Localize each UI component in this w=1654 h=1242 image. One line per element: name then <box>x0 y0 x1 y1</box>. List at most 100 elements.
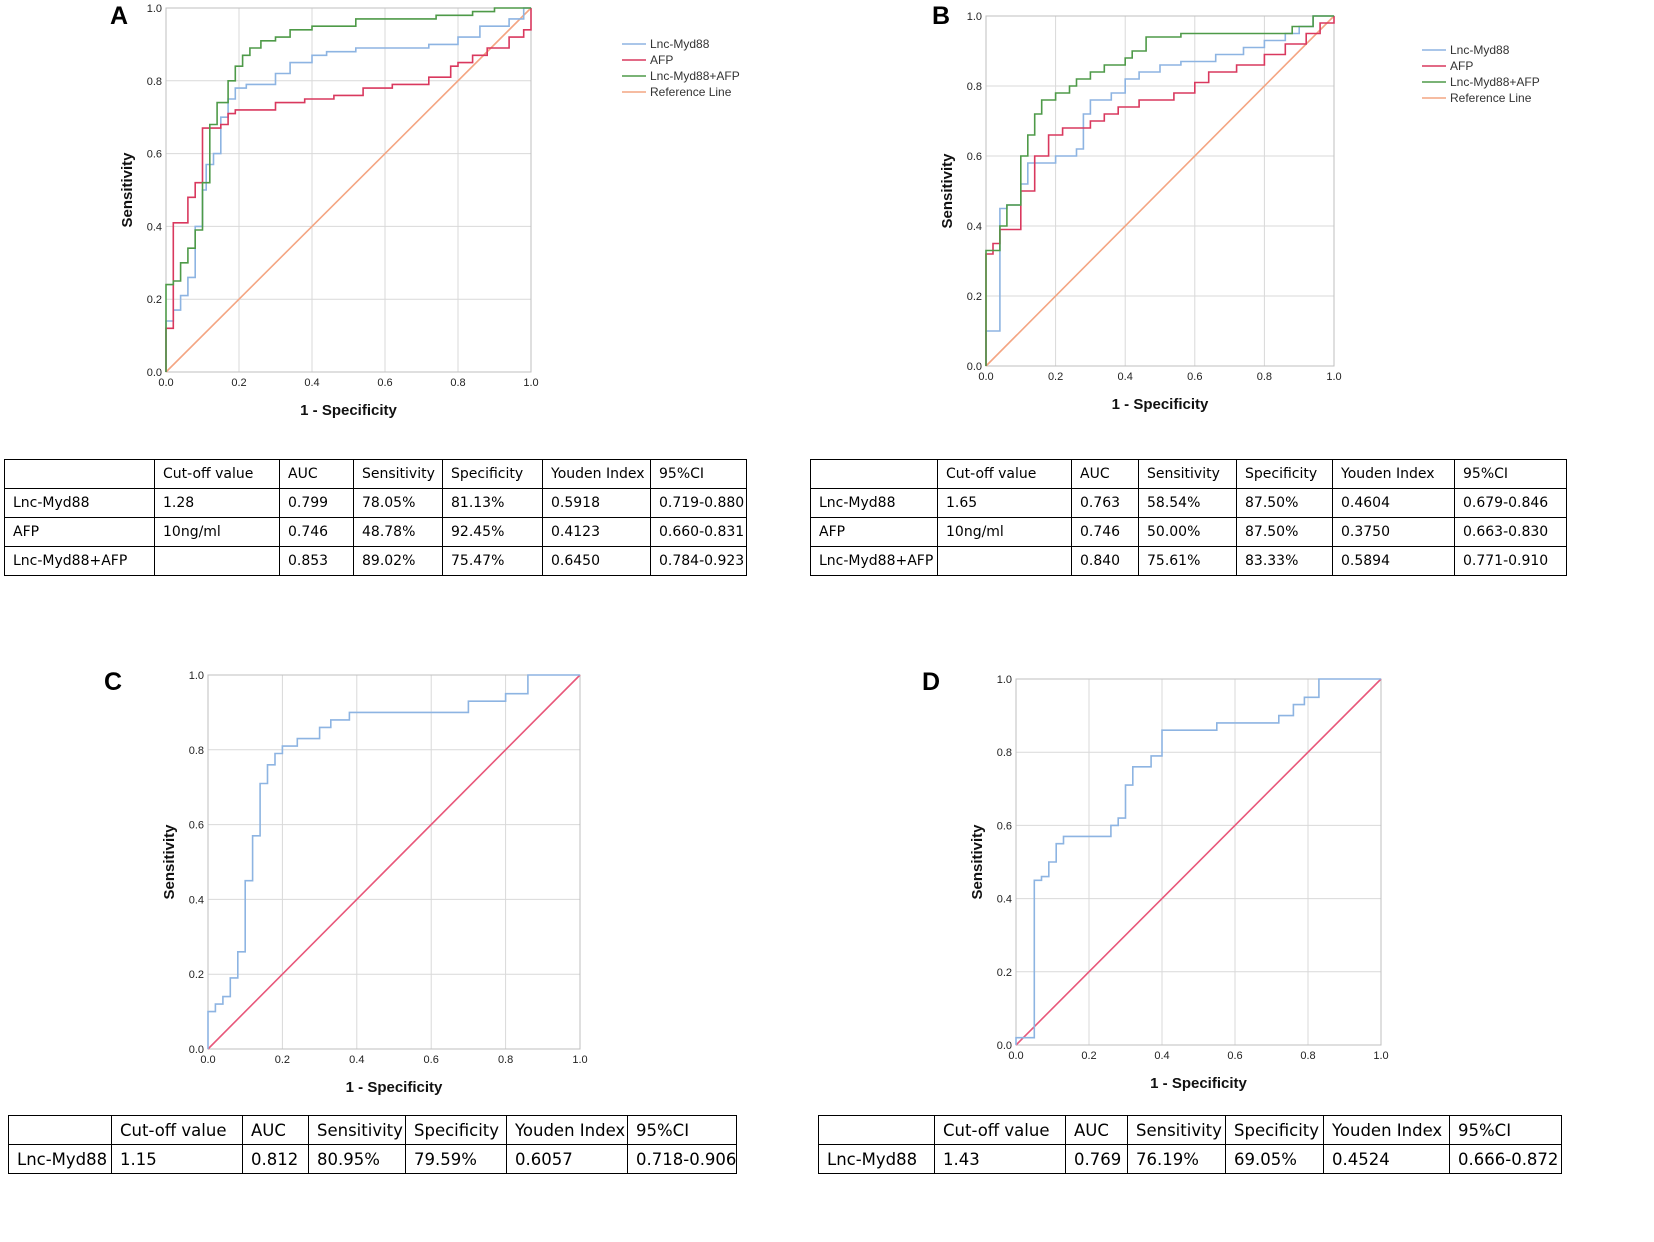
x-tick-label: 0.8 <box>450 377 465 389</box>
series-line-reference-line <box>207 674 581 1050</box>
x-axis-title: 1 - Specificity <box>300 402 397 419</box>
table-cell: Sensitivity <box>308 1115 406 1145</box>
series-line-afp <box>165 8 532 372</box>
table-cell: 0.812 <box>242 1144 309 1174</box>
y-tick-label: 0.4 <box>997 894 1012 906</box>
table-cell: 0.763 <box>1071 488 1139 518</box>
y-tick-label: 0.0 <box>997 1040 1012 1052</box>
panel-label-a: A <box>110 2 129 30</box>
table-cell: Specificity <box>442 459 543 489</box>
x-tick-label: 0.4 <box>304 377 319 389</box>
table-cell: Specificity <box>1236 459 1333 489</box>
x-tick-label: 0.6 <box>377 377 392 389</box>
x-tick-label: 1.0 <box>572 1054 587 1066</box>
legend-label: AFP <box>650 53 673 67</box>
table-cell: 0.719-0.880 <box>650 488 747 518</box>
table-cell: 78.05% <box>353 488 443 518</box>
stats-table-d: Cut-off value AUC Sensitivity Specificit… <box>818 1115 1562 1174</box>
table-cell: 95%CI <box>1454 459 1567 489</box>
y-tick-label: 0.8 <box>147 76 162 88</box>
x-axis-title: 1 - Specificity <box>346 1079 443 1096</box>
table-cell: 48.78% <box>353 517 443 547</box>
table-cell: 0.784-0.923 <box>650 546 747 576</box>
table-cell: 1.15 <box>111 1144 243 1174</box>
y-tick-label: 0.4 <box>147 221 162 233</box>
roc-chart-c: 0.0 0.2 0.4 0.6 0.8 1.0 0.0 0.2 0.4 0.6 0.8 1.0 1 - … <box>161 670 588 1096</box>
table-cell: 0.853 <box>279 546 354 576</box>
table-cell: 0.4604 <box>1332 488 1455 518</box>
table-cell: 0.840 <box>1071 546 1139 576</box>
stats-table-a: Cut-off value AUC Sensitivity Specificit… <box>4 459 747 576</box>
table-cell: 76.19% <box>1127 1144 1226 1174</box>
y-tick-label: 0.8 <box>997 747 1012 759</box>
table-cell: 81.13% <box>442 488 543 518</box>
table-cell: 50.00% <box>1138 517 1237 547</box>
table-header-row: Cut-off value AUC Sensitivity Specificit… <box>810 459 1567 489</box>
table-cell: 0.6450 <box>542 546 651 576</box>
table-cell: 83.33% <box>1236 546 1333 576</box>
panel-label-c: C <box>104 668 123 696</box>
table-cell: Sensitivity <box>1138 459 1237 489</box>
y-tick-label: 0.6 <box>189 820 204 832</box>
table-cell: Youden Index <box>1323 1115 1450 1145</box>
table-cell: Youden Index <box>542 459 651 489</box>
plot-frame <box>985 15 1335 367</box>
roc-chart-d: 0.0 0.2 0.4 0.6 0.8 1.0 0.0 0.2 0.4 0.6 0.8 1.0 1 - … <box>969 674 1389 1092</box>
y-axis-title: Sensitivity <box>161 824 178 900</box>
table-cell: 89.02% <box>353 546 443 576</box>
table-cell: 10ng/ml <box>937 517 1072 547</box>
x-tick-label: 0.8 <box>1257 371 1272 383</box>
table-cell: 1.28 <box>154 488 280 518</box>
panel-label-b: B <box>932 2 951 30</box>
table-cell: Lnc-Myd88 <box>4 488 155 518</box>
series-line-afp <box>985 16 1335 366</box>
x-tick-label: 0.8 <box>498 1054 513 1066</box>
legend-label: Lnc-Myd88 <box>1450 43 1510 57</box>
y-tick-label: 1.0 <box>147 3 162 15</box>
stats-table-c: Cut-off value AUC Sensitivity Specificit… <box>8 1115 738 1174</box>
y-tick-label: 0.0 <box>967 361 982 373</box>
x-axis-title: 1 - Specificity <box>1112 396 1209 413</box>
x-axis-title: 1 - Specificity <box>1150 1075 1247 1092</box>
table-cell <box>810 459 938 489</box>
x-tick-label: 1.0 <box>523 377 538 389</box>
y-tick-label: 0.0 <box>147 367 162 379</box>
legend-label: Lnc-Myd88+AFP <box>1450 75 1540 89</box>
table-cell: 0.679-0.846 <box>1454 488 1567 518</box>
table-cell: Lnc-Myd88+AFP <box>4 546 155 576</box>
table-cell: Specificity <box>1225 1115 1324 1145</box>
series-line-reference-line <box>165 7 532 373</box>
y-tick-label: 0.4 <box>189 894 204 906</box>
table-row: Lnc-Myd88 1.28 0.799 78.05% 81.13% 0.591… <box>4 488 747 518</box>
table-header-row: Cut-off value AUC Sensitivity Specificit… <box>4 459 747 489</box>
table-cell: 1.43 <box>934 1144 1066 1174</box>
y-tick-label: 0.0 <box>189 1044 204 1056</box>
table-cell: 0.718-0.906 <box>626 1144 738 1174</box>
x-tick-label: 1.0 <box>1373 1050 1388 1062</box>
table-cell: 58.54% <box>1138 488 1237 518</box>
x-tick-label: 0.0 <box>158 377 173 389</box>
table-cell: 0.666-0.872 <box>1449 1144 1562 1174</box>
x-tick-label: 0.2 <box>1081 1050 1096 1062</box>
table-row: Lnc-Myd88 1.65 0.763 58.54% 87.50% 0.460… <box>810 488 1567 518</box>
roc-chart-a: 0.0 0.2 0.4 0.6 0.8 1.0 0.0 0.2 0.4 0.6 0.8 1.0 1 - … <box>119 3 740 419</box>
series-line-lnc-myd88 <box>165 7 531 372</box>
table-cell: 79.59% <box>405 1144 507 1174</box>
x-tick-label: 0.0 <box>1008 1050 1023 1062</box>
table-cell: AFP <box>810 517 938 547</box>
table-cell: Sensitivity <box>1127 1115 1226 1145</box>
table-cell: 0.6057 <box>506 1144 628 1174</box>
y-tick-label: 0.2 <box>967 291 982 303</box>
table-cell <box>8 1115 112 1145</box>
y-axis-title: Sensitivity <box>939 153 956 229</box>
x-tick-label: 0.4 <box>1118 371 1133 383</box>
table-cell: Youden Index <box>1332 459 1455 489</box>
table-cell: Cut-off value <box>937 459 1072 489</box>
table-cell: Cut-off value <box>934 1115 1066 1145</box>
y-axis-title: Sensitivity <box>969 824 986 900</box>
table-cell: 87.50% <box>1236 488 1333 518</box>
x-tick-label: 0.4 <box>1154 1050 1169 1062</box>
x-tick-label: 0.6 <box>424 1054 439 1066</box>
table-cell: 0.3750 <box>1332 517 1455 547</box>
